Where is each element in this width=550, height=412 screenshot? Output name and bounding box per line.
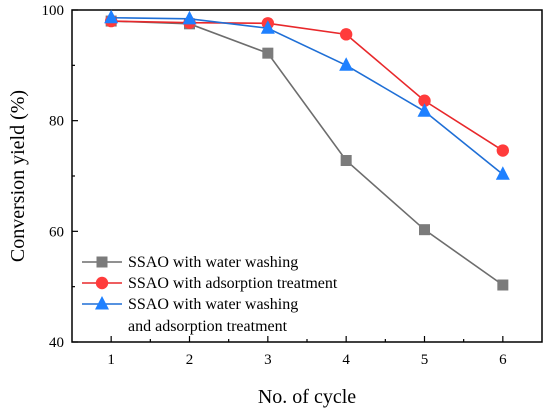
data-point (339, 28, 353, 41)
legend: SSAO with water washing SSAO with adsorpt… (82, 254, 338, 335)
legend-label: SSAO with water washing (128, 296, 298, 313)
series-line (111, 20, 504, 286)
y-tick-label: 100 (42, 3, 65, 19)
x-tick-label: 6 (499, 352, 507, 368)
legend-swatch-marker (96, 256, 108, 268)
legend-label: SSAO with water washing (128, 254, 298, 271)
data-point (340, 155, 352, 167)
x-tick-label: 2 (186, 352, 194, 368)
data-point (260, 20, 275, 34)
legend-swatch-marker (95, 295, 109, 310)
x-tick-label: 3 (264, 352, 272, 368)
data-point (417, 103, 432, 117)
series-triangle (104, 9, 510, 180)
data-point (418, 94, 431, 107)
data-point (419, 224, 430, 236)
data-point (496, 144, 510, 157)
y-axis-label: Conversion yield (%) (7, 90, 29, 262)
legend-entry: SSAO with water washing (82, 254, 298, 271)
data-point (262, 47, 274, 59)
x-axis-label: No. of cycle (258, 386, 356, 408)
y-tick-label: 40 (49, 335, 64, 351)
series-line (111, 16, 504, 175)
data-point (497, 279, 509, 291)
y-tick-label: 60 (49, 224, 64, 240)
legend-entry: SSAO with water washing and adsorption tr… (82, 295, 298, 335)
legend-swatch-marker (95, 276, 109, 290)
y-tick-label: 80 (49, 114, 64, 130)
data-point (339, 57, 354, 71)
series-line (111, 20, 504, 152)
legend-entry: SSAO with adsorption treatment (82, 275, 338, 292)
data-point (182, 10, 197, 25)
series-square (105, 15, 509, 291)
x-tick-label: 1 (107, 352, 115, 368)
x-tick-label: 5 (421, 352, 429, 368)
data-point (104, 9, 119, 24)
legend-label: and adsorption treatment (128, 318, 288, 335)
legend-label: SSAO with adsorption treatment (128, 275, 338, 292)
data-point (495, 166, 510, 180)
x-tick-label: 4 (342, 352, 350, 368)
series-group (104, 9, 510, 291)
plot-frame (71, 9, 543, 343)
axes: 1 2 3 4 5 6 40 60 80 100 (42, 3, 543, 368)
series-circle (104, 14, 510, 157)
